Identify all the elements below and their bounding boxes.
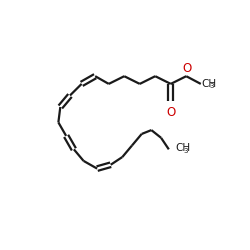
Text: 3: 3 xyxy=(210,83,214,89)
Text: CH: CH xyxy=(202,79,217,89)
Text: CH: CH xyxy=(176,144,191,154)
Text: 3: 3 xyxy=(184,148,188,154)
Text: O: O xyxy=(182,62,191,75)
Text: O: O xyxy=(166,106,175,119)
